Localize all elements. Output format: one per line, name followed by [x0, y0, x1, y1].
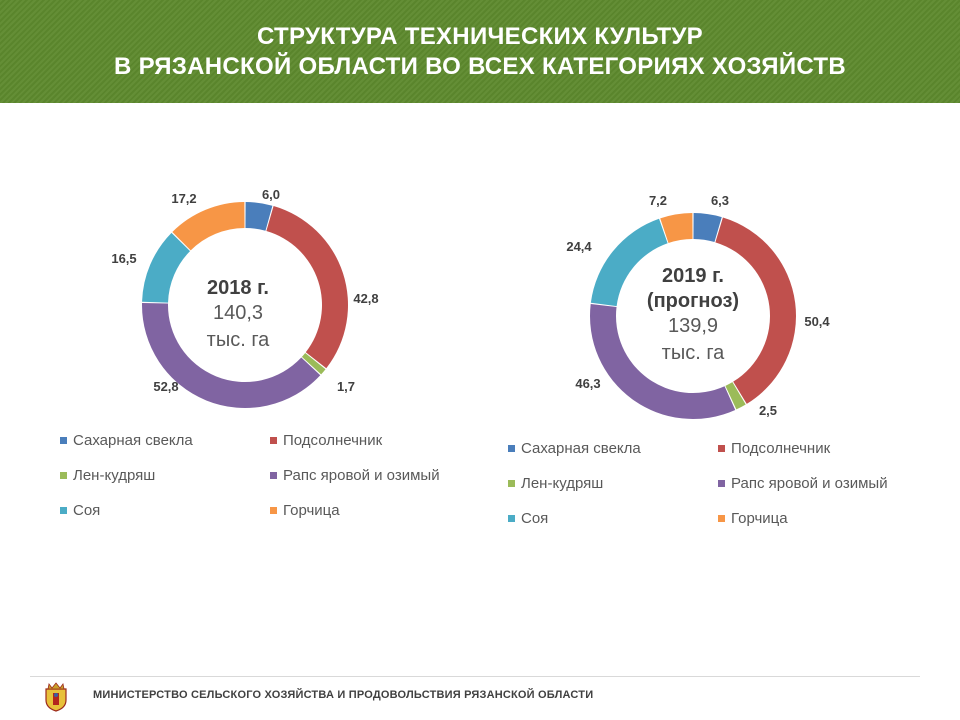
donut-slice-2018-3 [142, 303, 321, 408]
donut-slice-2019-0 [693, 213, 722, 243]
legend-label: Рапс яровой и озимый [731, 475, 888, 492]
ryazan-coat-of-arms-icon [45, 682, 67, 712]
legend-swatch [60, 472, 67, 479]
legend-label: Соя [73, 502, 101, 519]
data-label-2019-3: 46,3 [575, 376, 600, 391]
legend-label: Сахарная свекла [73, 432, 193, 449]
donut-charts: 2018 г. 140,3 тыс. га 6,0 42,8 1,7 52,8 16,5… [111, 187, 830, 420]
legend-2018: Сахарная свекла Подсолнечник Лен-кудряш Рап… [60, 432, 500, 532]
page-title-line2: В РЯЗАНСКОЙ ОБЛАСТИ ВО ВСЕХ КАТЕГОРИЯХ Х… [113, 53, 847, 80]
center-unit-2019: тыс. га [662, 342, 726, 364]
legend-item: Горчица [718, 510, 788, 527]
data-label-2018-0: 6,0 [262, 187, 280, 202]
data-label-2018-2: 1,7 [337, 379, 355, 394]
data-label-2019-4: 24,4 [566, 239, 592, 254]
legend-swatch [508, 515, 515, 522]
legend-swatch [508, 480, 515, 487]
legend-item: Горчица [270, 502, 340, 519]
title-banner: СТРУКТУРА ТЕХНИЧЕСКИХ КУЛЬТУР В РЯЗАНСКО… [0, 0, 960, 103]
data-label-2019-2: 2,5 [759, 403, 777, 418]
data-label-2018-3: 52,8 [153, 379, 178, 394]
donut-slice-2018-4 [142, 232, 191, 303]
donut-slice-2018-1 [266, 206, 348, 369]
footer-divider [30, 676, 920, 677]
data-label-2019-5: 7,2 [649, 193, 667, 208]
legend-swatch [270, 437, 277, 444]
legend-label: Горчица [283, 502, 340, 519]
data-label-2018-1: 42,8 [353, 291, 378, 306]
legend-label: Сахарная свекла [521, 440, 641, 457]
center-unit-2018: тыс. га [207, 329, 271, 351]
donut-chart-2018: 2018 г. 140,3 тыс. га 6,0 42,8 1,7 52,8 16,5… [111, 187, 379, 408]
data-label-2018-5: 17,2 [171, 191, 196, 206]
donut-slice-2019-5 [660, 213, 693, 244]
data-label-2018-4: 16,5 [111, 251, 136, 266]
donut-slice-2019-4 [590, 218, 668, 307]
legend-item: Подсолнечник [718, 440, 830, 457]
donut-slice-2018-0 [245, 202, 273, 231]
legend-label: Лен-кудряш [73, 467, 156, 484]
legend-label: Горчица [731, 510, 788, 527]
donut-slice-2018-5 [172, 202, 245, 251]
center-subtitle-2019: (прогноз) [647, 290, 739, 312]
legend-2019: Сахарная свекла Подсолнечник Лен-кудряш Рап… [508, 440, 948, 540]
footer-ministry-name: МИНИСТЕРСТВО СЕЛЬСКОГО ХОЗЯЙСТВА И ПРОДО… [93, 689, 594, 701]
donut-slice-2018-2 [301, 353, 326, 375]
donut-slice-2019-3 [589, 304, 736, 420]
donut-slice-2019-2 [725, 382, 746, 410]
legend-label: Рапс яровой и озимый [283, 467, 440, 484]
legend-swatch [270, 507, 277, 514]
center-title-2019: 2019 г. [662, 265, 724, 287]
legend-item: Соя [60, 502, 100, 519]
page-title-line1: СТРУКТУРА ТЕХНИЧЕСКИХ КУЛЬТУР [256, 23, 703, 50]
legend-item: Сахарная свекла [60, 432, 193, 449]
legend-item: Рапс яровой и озимый [270, 467, 440, 484]
legend-swatch [718, 480, 725, 487]
legend-label: Соя [521, 510, 549, 527]
legend-label: Лен-кудряш [521, 475, 604, 492]
legend-label: Подсолнечник [283, 432, 383, 449]
legend-swatch [60, 507, 67, 514]
legend-item: Соя [508, 510, 548, 527]
center-title-2018: 2018 г. [207, 277, 269, 299]
center-value-2018: 140,3 [213, 302, 263, 324]
legend-label: Подсолнечник [731, 440, 831, 457]
legend-item: Лен-кудряш [60, 467, 155, 484]
legend-swatch [718, 515, 725, 522]
legend-item: Рапс яровой и озимый [718, 475, 888, 492]
donut-chart-2019: 2019 г. (прогноз) 139,9 тыс. га 6,3 50,4 2… [566, 193, 830, 420]
legend-swatch [60, 437, 67, 444]
center-value-2019: 139,9 [668, 315, 718, 337]
legend-swatch [270, 472, 277, 479]
data-label-2019-1: 50,4 [804, 314, 830, 329]
legend-swatch [508, 445, 515, 452]
donut-slice-2019-1 [715, 217, 796, 404]
legend-item: Подсолнечник [270, 432, 382, 449]
data-label-2019-0: 6,3 [711, 193, 729, 208]
legend-item: Сахарная свекла [508, 440, 641, 457]
legend-swatch [718, 445, 725, 452]
legend-item: Лен-кудряш [508, 475, 603, 492]
